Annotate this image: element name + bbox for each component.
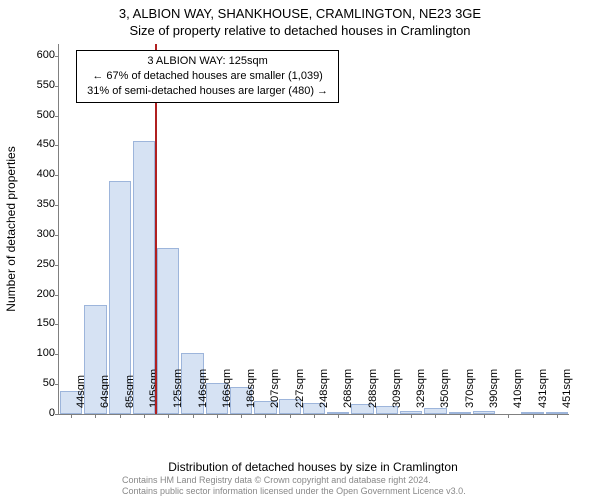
annotation-line2: ← 67% of detached houses are smaller (1,…	[87, 69, 328, 84]
x-tick-mark	[71, 414, 72, 418]
plot-area: 3 ALBION WAY: 125sqm ← 67% of detached h…	[58, 44, 569, 415]
y-tick-label: 0	[17, 407, 55, 419]
y-tick-mark	[55, 354, 59, 355]
x-tick-mark	[435, 414, 436, 418]
x-tick-label: 410sqm	[512, 369, 524, 408]
x-tick-label: 390sqm	[488, 369, 500, 408]
x-tick-mark	[338, 414, 339, 418]
y-tick-mark	[55, 295, 59, 296]
chart-subtitle: Size of property relative to detached ho…	[0, 23, 600, 38]
x-tick-mark	[314, 414, 315, 418]
y-tick-label: 150	[17, 317, 55, 329]
x-tick-label: 350sqm	[439, 369, 451, 408]
x-tick-label: 248sqm	[318, 369, 330, 408]
y-tick-mark	[55, 116, 59, 117]
x-tick-mark	[144, 414, 145, 418]
annotation-box: 3 ALBION WAY: 125sqm ← 67% of detached h…	[76, 50, 339, 103]
footer-line2: Contains public sector information licen…	[122, 486, 466, 497]
x-tick-mark	[533, 414, 534, 418]
y-tick-label: 100	[17, 347, 55, 359]
y-tick-label: 600	[17, 49, 55, 61]
y-tick-mark	[55, 324, 59, 325]
chart-address-title: 3, ALBION WAY, SHANKHOUSE, CRAMLINGTON, …	[0, 6, 600, 21]
y-tick-label: 200	[17, 288, 55, 300]
y-tick-label: 500	[17, 109, 55, 121]
y-tick-mark	[55, 86, 59, 87]
x-tick-mark	[217, 414, 218, 418]
x-tick-mark	[241, 414, 242, 418]
x-tick-mark	[120, 414, 121, 418]
x-tick-mark	[265, 414, 266, 418]
x-tick-mark	[557, 414, 558, 418]
x-tick-label: 309sqm	[391, 369, 403, 408]
x-tick-mark	[95, 414, 96, 418]
x-tick-label: 329sqm	[415, 369, 427, 408]
y-tick-mark	[55, 384, 59, 385]
y-tick-label: 550	[17, 79, 55, 91]
y-tick-label: 50	[17, 377, 55, 389]
y-tick-mark	[55, 175, 59, 176]
y-tick-mark	[55, 145, 59, 146]
x-tick-label: 431sqm	[537, 369, 549, 408]
chart-container: 3, ALBION WAY, SHANKHOUSE, CRAMLINGTON, …	[0, 0, 600, 500]
footer-attribution: Contains HM Land Registry data © Crown c…	[122, 475, 466, 497]
x-tick-mark	[290, 414, 291, 418]
y-tick-label: 400	[17, 168, 55, 180]
x-tick-label: 370sqm	[464, 369, 476, 408]
footer-line1: Contains HM Land Registry data © Crown c…	[122, 475, 466, 486]
y-tick-label: 300	[17, 228, 55, 240]
x-tick-mark	[460, 414, 461, 418]
y-tick-mark	[55, 205, 59, 206]
x-axis-label: Distribution of detached houses by size …	[58, 460, 568, 474]
x-tick-mark	[168, 414, 169, 418]
x-tick-label: 451sqm	[561, 369, 573, 408]
x-tick-label: 288sqm	[367, 369, 379, 408]
y-tick-mark	[55, 265, 59, 266]
x-tick-mark	[411, 414, 412, 418]
x-tick-mark	[484, 414, 485, 418]
x-tick-mark	[193, 414, 194, 418]
y-tick-label: 450	[17, 138, 55, 150]
y-tick-mark	[55, 56, 59, 57]
y-tick-mark	[55, 235, 59, 236]
y-tick-label: 250	[17, 258, 55, 270]
annotation-line3: 31% of semi-detached houses are larger (…	[87, 84, 328, 99]
x-tick-mark	[387, 414, 388, 418]
x-tick-mark	[508, 414, 509, 418]
x-tick-label: 268sqm	[342, 369, 354, 408]
annotation-line1: 3 ALBION WAY: 125sqm	[87, 54, 328, 69]
y-tick-mark	[55, 414, 59, 415]
y-tick-label: 350	[17, 198, 55, 210]
x-tick-mark	[363, 414, 364, 418]
